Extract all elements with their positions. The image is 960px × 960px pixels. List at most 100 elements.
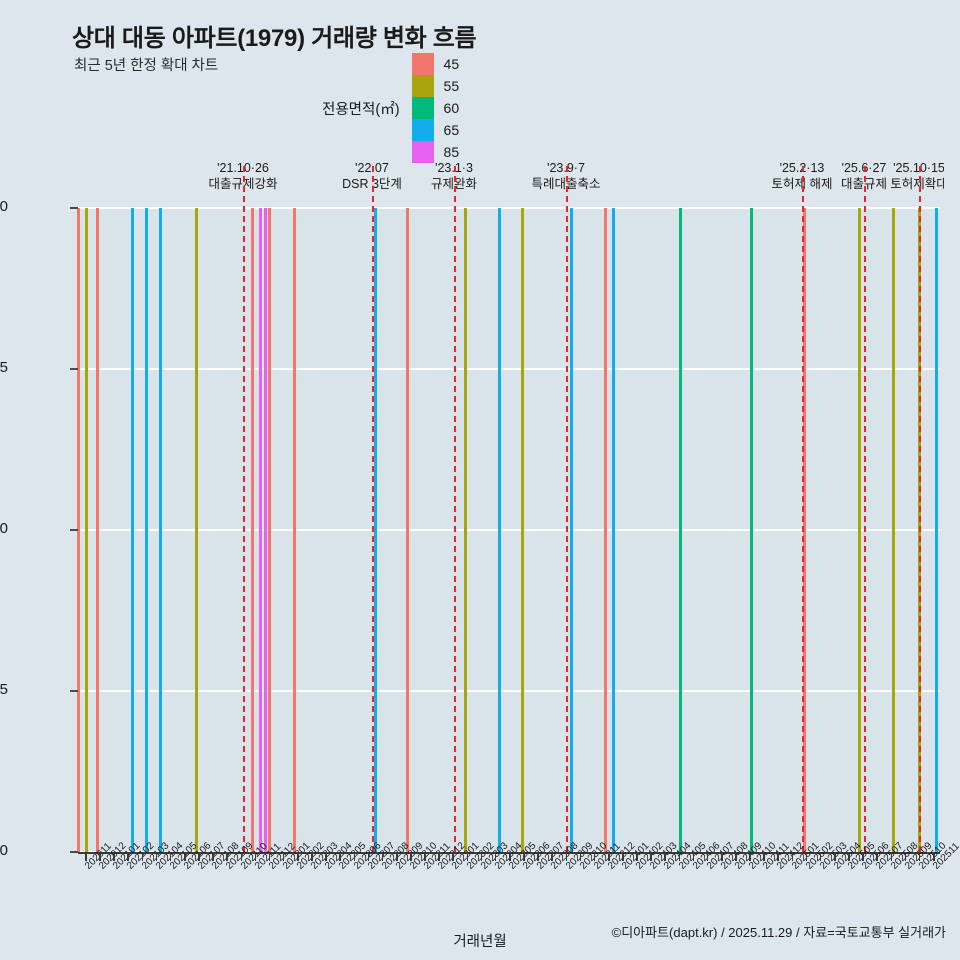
event-line-0 [243,166,245,852]
x-tick-mark [523,852,525,861]
x-tick-mark [311,852,313,861]
transaction-line-65 [374,208,377,852]
transaction-line-85 [264,208,267,852]
x-tick-mark [127,852,130,861]
x-tick-mark [593,852,596,861]
x-tick-mark [424,852,426,861]
y-tick-mark [70,851,78,853]
event-date: '22.07 [355,161,389,175]
x-tick-mark [890,852,893,861]
y-tick-mark [70,529,78,531]
x-tick-mark [325,852,327,861]
x-tick-mark [353,852,356,861]
x-tick-mark [240,852,243,861]
x-tick-mark [791,852,794,861]
x-tick-mark [622,852,624,861]
event-date: '25.10·15 [893,161,945,175]
legend-swatch-icon [411,97,434,119]
y-tick-mark [70,207,78,209]
x-tick-mark [932,852,935,861]
transaction-line-45 [77,208,80,852]
legend-label: 60 [443,100,460,116]
transaction-line-65 [935,208,938,852]
event-annotation-6: '25.10·15 토허제확대 [859,160,960,192]
legend-label: 55 [443,78,460,94]
x-tick-mark [268,852,271,861]
transaction-line-45 [604,208,607,852]
legend-item-85[interactable]: 85 [411,141,459,163]
transaction-line-65 [159,208,162,852]
x-tick-mark [777,852,780,861]
transaction-line-45 [406,208,409,852]
event-name: 대출규제 [840,177,887,191]
transaction-line-55 [521,208,524,852]
legend-item-60[interactable]: 60 [411,97,460,119]
x-tick-mark [226,852,228,861]
legend-items: 45 55 60 65 85 [411,53,470,163]
transaction-line-55 [892,208,895,852]
transaction-line-65 [131,208,134,852]
x-tick-mark [834,852,836,861]
y-tick-label: 0.50 [0,520,8,537]
x-tick-mark [706,852,709,861]
event-line-2 [454,166,456,852]
x-tick-mark [85,852,87,861]
event-line-1 [372,166,374,852]
gridline [78,207,940,209]
event-name: 토허제 해제 [771,177,833,191]
x-tick-mark [367,852,370,861]
x-tick-mark [183,852,186,861]
event-date: '25.2·13 [779,161,825,175]
legend-item-55[interactable]: 55 [411,75,460,97]
gridline [78,690,940,692]
x-tick-mark [410,852,412,861]
legend-label: 65 [443,122,460,138]
event-line-6 [919,166,921,852]
x-tick-mark [565,852,568,861]
x-tick-mark [819,852,822,861]
transaction-line-60 [750,208,753,852]
transaction-line-45 [293,208,296,852]
x-tick-mark [480,852,483,861]
x-tick-mark [212,852,214,861]
x-tick-mark [650,852,652,861]
transaction-line-55 [464,208,467,852]
x-tick-mark [509,852,511,861]
page-title: 상대 대동 아파트(1979) 거래량 변화 흐름 [72,25,477,52]
transaction-line-65 [612,208,615,852]
gridline [78,368,940,370]
x-tick-mark [692,852,695,861]
y-tick-label: 0.00 [0,842,8,859]
x-tick-mark [607,852,610,861]
y-tick-mark [70,690,78,692]
x-tick-mark [494,852,497,861]
legend-swatch-icon [411,75,434,97]
x-tick-mark [141,852,144,861]
legend: 전용면적(㎡) 45 55 60 65 85 [322,53,469,163]
x-axis-title: 거래년월 [453,934,507,950]
x-tick-mark [664,852,667,861]
event-annotation-4: '25.2·13 토허제 해제 [742,160,862,192]
transaction-line-45 [96,208,99,852]
event-line-4 [802,166,804,852]
event-name: 특례대출축소 [531,177,601,191]
transaction-line-55 [195,208,198,852]
event-name: 대출규제강화 [208,177,278,191]
legend-label: 45 [443,56,460,72]
x-tick-mark [735,852,737,861]
transaction-line-55 [85,208,88,852]
x-tick-mark [805,852,808,861]
legend-item-65[interactable]: 65 [411,119,460,141]
event-annotation-1: '22.07 DSR 3단계 [312,160,432,192]
x-tick-mark [395,852,398,861]
plot-area [77,166,940,853]
x-tick-mark [862,852,864,861]
legend-item-45[interactable]: 45 [411,53,460,75]
x-tick-mark [339,852,342,861]
x-tick-mark [537,852,539,861]
x-tick-mark [918,852,921,861]
y-tick-label: 0.75 [0,359,8,376]
x-tick-mark [113,852,115,861]
x-tick-mark [282,852,285,861]
transaction-line-65 [570,208,573,852]
